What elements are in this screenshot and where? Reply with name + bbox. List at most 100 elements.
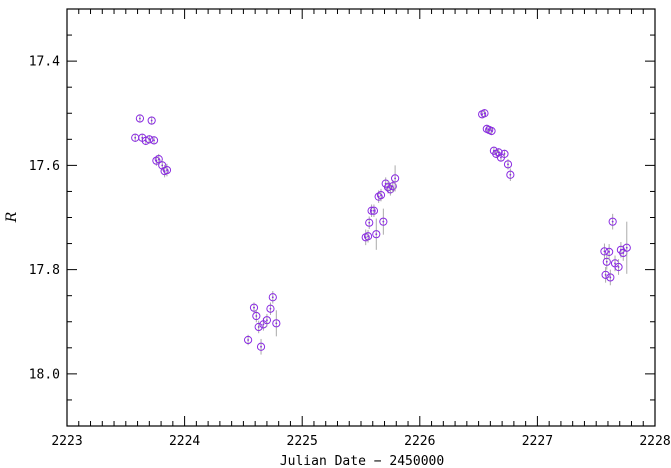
data-point [262, 313, 272, 327]
point-marker [147, 116, 156, 125]
data-point [249, 302, 259, 313]
data-point [608, 213, 617, 230]
point-marker [388, 182, 397, 191]
x-tick-label: 2225 [287, 434, 318, 449]
point-center-dot [253, 306, 255, 309]
data-point [601, 267, 610, 283]
point-marker [158, 161, 167, 170]
point-marker [383, 183, 393, 192]
data-point [154, 153, 163, 165]
point-marker [376, 190, 386, 200]
point-marker [256, 342, 266, 351]
data-point [391, 165, 400, 192]
data-point [149, 136, 159, 145]
point-marker [145, 135, 154, 144]
x-tick-label: 2224 [169, 434, 200, 449]
data-point [388, 179, 397, 193]
point-center-dot [161, 164, 164, 167]
plot-frame [66, 8, 656, 427]
x-axis-title: Julian Date − 2450000 [280, 454, 444, 468]
point-center-dot [481, 113, 484, 116]
point-marker [135, 114, 145, 123]
point-center-dot [266, 319, 268, 322]
data-point [256, 338, 266, 355]
point-center-dot [622, 252, 625, 254]
point-marker [363, 232, 373, 241]
data-point [365, 216, 374, 229]
point-center-dot [373, 209, 375, 212]
x-tick-label: 2227 [522, 434, 553, 449]
data-point [272, 310, 281, 337]
point-marker [608, 217, 617, 226]
data-point [145, 135, 154, 144]
point-marker [372, 230, 381, 239]
point-center-dot [260, 345, 262, 348]
point-marker [600, 247, 609, 256]
point-center-dot [608, 251, 611, 253]
data-point [622, 221, 631, 274]
point-center-dot [139, 117, 141, 120]
point-center-dot [497, 151, 500, 154]
point-center-dot [391, 185, 394, 188]
y-tick-label: 17.4 [29, 55, 60, 70]
point-center-dot [382, 220, 385, 223]
data-point [252, 309, 261, 323]
point-center-dot [625, 246, 628, 249]
point-marker [602, 257, 611, 266]
point-marker [244, 335, 253, 345]
point-center-dot [605, 260, 608, 263]
point-center-dot [153, 139, 155, 142]
point-marker [365, 218, 374, 227]
point-marker [605, 247, 614, 257]
point-center-dot [166, 169, 168, 171]
point-marker [506, 170, 515, 179]
point-center-dot [368, 221, 371, 224]
point-center-dot [269, 307, 272, 310]
point-center-dot [134, 136, 137, 139]
point-center-dot [380, 194, 382, 196]
point-marker [369, 206, 379, 215]
data-point [605, 244, 614, 260]
point-center-dot [614, 262, 616, 265]
point-center-dot [367, 235, 369, 238]
x-tick-label: 2228 [639, 434, 670, 449]
point-marker [152, 156, 161, 165]
point-marker [391, 174, 400, 183]
point-center-dot [485, 127, 488, 130]
point-center-dot [617, 266, 620, 268]
point-center-dot [163, 170, 166, 173]
point-center-dot [364, 236, 367, 239]
point-marker [268, 293, 277, 302]
data-point [600, 243, 609, 260]
point-center-dot [375, 233, 378, 236]
data-point [500, 149, 509, 159]
point-center-dot [271, 296, 274, 299]
point-marker [503, 160, 513, 169]
point-center-dot [609, 276, 612, 279]
data-point [372, 218, 381, 250]
point-marker [622, 243, 631, 252]
point-marker [249, 303, 259, 312]
point-marker [272, 319, 281, 328]
data-points [131, 109, 631, 355]
data-point [131, 133, 140, 142]
point-marker [162, 165, 172, 175]
data-point [363, 230, 373, 243]
point-center-dot [262, 323, 265, 326]
data-point [254, 320, 263, 334]
data-point [369, 204, 379, 217]
point-center-dot [611, 220, 614, 223]
point-center-dot [157, 158, 160, 161]
point-marker [379, 217, 388, 226]
point-marker [154, 155, 163, 164]
data-point [602, 253, 611, 270]
point-marker [480, 109, 489, 118]
point-marker [252, 311, 261, 321]
point-center-dot [275, 322, 278, 325]
data-point [503, 159, 513, 170]
data-point [158, 160, 167, 171]
data-point [244, 334, 253, 346]
data-point [268, 290, 277, 304]
